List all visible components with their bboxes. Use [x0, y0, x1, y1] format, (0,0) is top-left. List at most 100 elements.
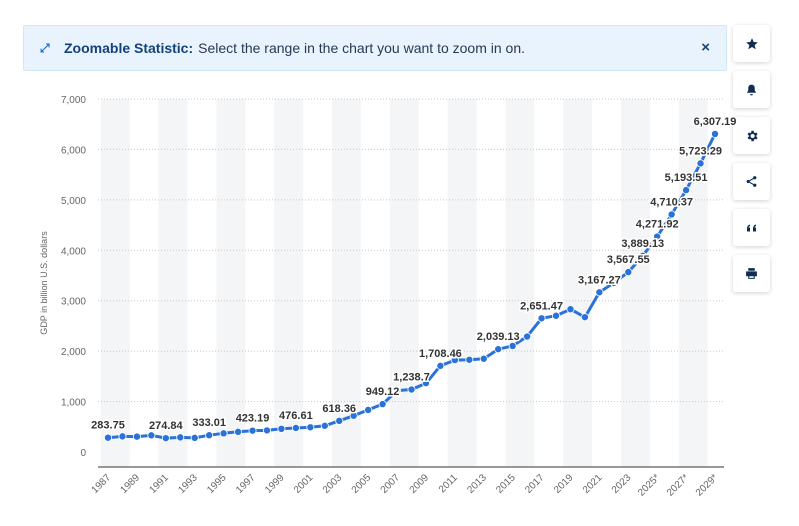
data-point[interactable] [132, 432, 141, 441]
data-point[interactable] [277, 424, 286, 433]
share-button[interactable] [733, 163, 770, 200]
data-label: 618.36 [322, 403, 356, 415]
data-point[interactable] [638, 251, 647, 260]
data-label: 333.01 [192, 417, 226, 429]
data-point[interactable] [118, 432, 127, 441]
data-point[interactable] [696, 159, 705, 168]
data-point[interactable] [306, 423, 315, 432]
background-band [563, 99, 593, 467]
data-point[interactable] [335, 416, 344, 425]
settings-button[interactable] [733, 117, 770, 154]
data-point[interactable] [205, 431, 214, 440]
data-label: 3,567.55 [607, 254, 650, 266]
data-point[interactable] [523, 332, 532, 341]
x-tick-label: 2029* [694, 472, 720, 498]
data-point[interactable] [364, 405, 373, 414]
data-label: 476.61 [279, 410, 313, 422]
y-tick-label: 7,000 [61, 95, 86, 106]
data-point[interactable] [595, 288, 604, 297]
tool-sidebar [733, 25, 770, 301]
background-band [505, 99, 535, 467]
data-point[interactable] [378, 400, 387, 409]
data-label: 2,039.13 [477, 331, 520, 343]
data-point[interactable] [566, 305, 575, 314]
x-tick-label: 1991 [147, 472, 171, 496]
data-point[interactable] [407, 385, 416, 394]
x-tick-label: 2023 [610, 472, 634, 496]
data-point[interactable] [609, 278, 618, 287]
data-point[interactable] [667, 210, 676, 219]
data-point[interactable] [104, 433, 113, 442]
data-label: 5,723.29 [679, 145, 722, 157]
x-tick-label: 2015 [494, 472, 518, 496]
data-point[interactable] [653, 232, 662, 241]
data-point[interactable] [479, 354, 488, 363]
y-tick-label: 0 [80, 448, 86, 459]
x-tick-label: 1997 [234, 472, 258, 496]
data-point[interactable] [190, 433, 199, 442]
data-point[interactable] [393, 386, 402, 395]
x-tick-label: 2001 [292, 472, 316, 496]
data-point[interactable] [552, 311, 561, 320]
x-tick-label: 2017 [523, 472, 547, 496]
x-tick-label: 2019 [552, 472, 576, 496]
data-label: 423.19 [236, 413, 270, 425]
data-point[interactable] [682, 186, 691, 195]
data-point[interactable] [465, 355, 474, 364]
data-point[interactable] [508, 341, 517, 350]
data-label: 949.12 [366, 386, 400, 398]
background-band [332, 99, 361, 467]
favorite-button[interactable] [733, 25, 770, 62]
data-point[interactable] [624, 268, 633, 277]
x-tick-label: 1995 [205, 472, 229, 496]
close-banner-button[interactable]: × [701, 39, 710, 56]
data-point[interactable] [494, 345, 503, 354]
x-tick-label: 2011 [437, 472, 460, 495]
x-tick-label: 2007 [379, 472, 403, 496]
data-point[interactable] [248, 426, 257, 435]
x-tick-label: 2027* [665, 472, 691, 498]
data-point[interactable] [291, 423, 300, 432]
zoom-banner: ⤢ Zoomable Statistic: Select the range i… [23, 25, 727, 71]
background-band [274, 99, 304, 467]
data-label: 274.84 [149, 420, 184, 432]
y-tick-label: 6,000 [61, 145, 86, 156]
data-point[interactable] [349, 411, 358, 420]
x-tick-label: 1993 [176, 472, 200, 496]
background-band [621, 99, 650, 467]
quote-icon [746, 224, 756, 231]
data-point[interactable] [421, 379, 430, 388]
y-tick-label: 5,000 [61, 196, 86, 207]
data-point[interactable] [320, 421, 329, 430]
data-point[interactable] [580, 313, 589, 322]
data-point[interactable] [537, 314, 546, 323]
data-point[interactable] [436, 361, 445, 370]
zoom-expand-icon: ⤢ [40, 41, 50, 55]
data-point[interactable] [219, 429, 228, 438]
data-point[interactable] [147, 431, 156, 440]
background-band [447, 99, 477, 467]
print-button[interactable] [733, 255, 770, 292]
notification-button[interactable] [733, 71, 770, 108]
data-label: 3,889.13 [621, 238, 664, 250]
gear-icon [747, 130, 758, 141]
background-band [100, 99, 130, 467]
y-tick-label: 4,000 [61, 246, 86, 257]
data-point[interactable] [262, 426, 271, 435]
x-tick-label: 1989 [119, 472, 143, 496]
y-tick-label: 3,000 [61, 297, 86, 308]
cite-button[interactable] [733, 209, 770, 246]
x-tick-label: 1987 [90, 472, 114, 496]
data-label: 1,238.7 [393, 372, 430, 384]
data-point[interactable] [450, 356, 459, 365]
data-point[interactable] [176, 433, 185, 442]
data-label: 4,710.37 [650, 196, 693, 208]
data-label: 4,271.92 [636, 219, 679, 231]
data-point[interactable] [161, 434, 170, 443]
x-tick-label: 2013 [465, 472, 489, 496]
star-icon [745, 37, 758, 49]
data-point[interactable] [234, 427, 243, 436]
data-point[interactable] [711, 129, 720, 138]
data-label: 6,307.19 [694, 116, 737, 128]
